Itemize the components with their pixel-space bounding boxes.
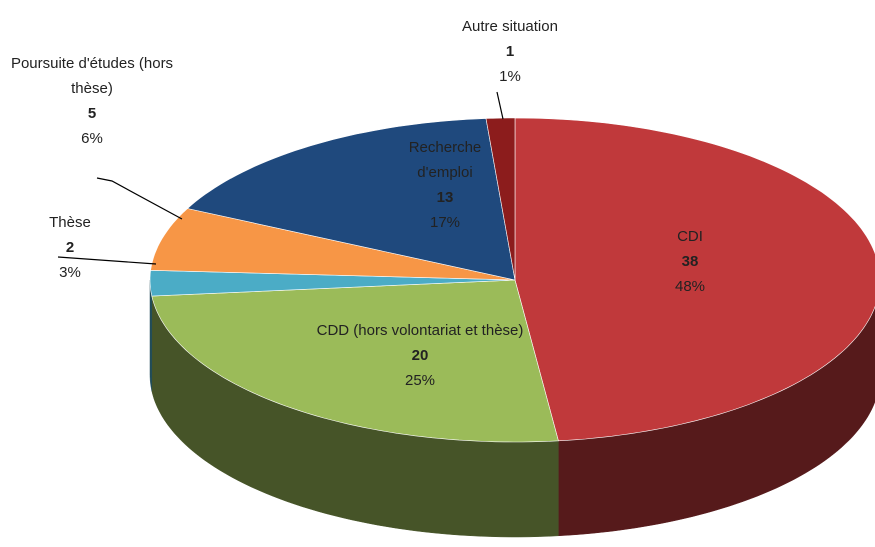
- label-pct: 48%: [674, 278, 706, 295]
- pie-slice: [150, 208, 516, 281]
- label-name: Autre situation: [462, 18, 558, 35]
- data-label: Autre situation 1 1%: [435, 14, 585, 89]
- label-name: CDI: [677, 228, 703, 245]
- label-cnt: 2: [65, 239, 75, 256]
- pie-slice: [186, 118, 516, 281]
- data-label: Recherche d'emploi 13 17%: [398, 135, 493, 235]
- pie-slice: [485, 117, 516, 281]
- label-name: Recherche d'emploi: [408, 139, 482, 181]
- data-label: CDD (hors volontariat et thèse) 20 25%: [313, 318, 528, 393]
- pie-slice: [151, 279, 559, 443]
- pie-slice: [149, 269, 516, 297]
- leader-line: [496, 91, 504, 120]
- label-name: Poursuite d'études (hors thèse): [10, 55, 174, 97]
- label-pct: 17%: [429, 214, 461, 231]
- data-label: Thèse 2 3%: [35, 210, 105, 285]
- pie-slice: [514, 117, 875, 442]
- label-cnt: 1: [505, 43, 515, 60]
- leader-line: [96, 177, 183, 220]
- label-name: Thèse: [49, 214, 91, 231]
- label-cnt: 13: [436, 189, 454, 206]
- pie-tops: [149, 117, 875, 443]
- data-label: Poursuite d'études (hors thèse) 5 6%: [0, 51, 187, 151]
- label-pct: 6%: [81, 130, 103, 147]
- label-pct: 25%: [404, 372, 436, 389]
- data-label: CDI 38 48%: [645, 224, 735, 299]
- label-pct: 3%: [59, 264, 81, 281]
- label-cnt: 38: [681, 253, 699, 270]
- label-cnt: 20: [411, 347, 429, 364]
- label-pct: 1%: [499, 68, 521, 85]
- label-cnt: 5: [87, 105, 97, 122]
- leader-line: [57, 256, 157, 265]
- pie-slice-side: [149, 280, 153, 392]
- label-name: CDD (hors volontariat et thèse): [316, 322, 524, 339]
